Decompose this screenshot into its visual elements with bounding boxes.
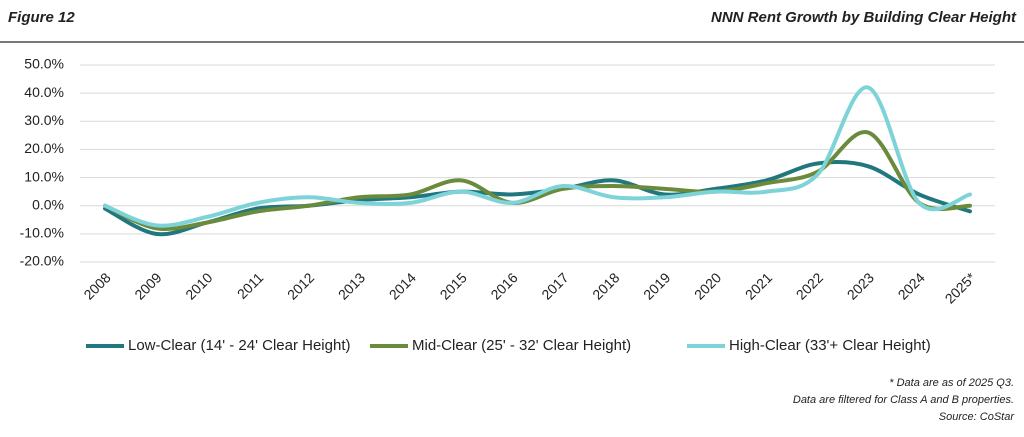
footnote: * Data are as of 2025 Q3. xyxy=(889,377,1014,389)
x-tick-label: 2019 xyxy=(640,269,673,302)
legend-label: Low-Clear (14' - 24' Clear Height) xyxy=(128,337,350,354)
x-tick-label: 2015 xyxy=(437,269,470,302)
x-tick-label: 2013 xyxy=(335,269,368,302)
x-tick-label: 2023 xyxy=(844,269,877,302)
y-tick-label: 10.0% xyxy=(24,168,64,184)
legend-label: Mid-Clear (25' - 32' Clear Height) xyxy=(412,337,631,354)
x-tick-label: 2020 xyxy=(691,269,724,302)
x-tick-label: 2014 xyxy=(386,269,419,302)
x-tick-label: 2021 xyxy=(742,269,775,302)
chart-title: NNN Rent Growth by Building Clear Height xyxy=(711,9,1017,26)
y-tick-label: 20.0% xyxy=(24,140,64,156)
x-tick-label: 2012 xyxy=(284,269,317,302)
x-tick-label: 2008 xyxy=(80,269,113,302)
series-line xyxy=(103,130,972,231)
footnote: Data are filtered for Class A and B prop… xyxy=(793,394,1014,406)
x-tick-label: 2011 xyxy=(234,269,267,302)
x-tick-label: 2016 xyxy=(487,269,520,302)
y-tick-label: -10.0% xyxy=(20,225,64,241)
x-tick-label: 2009 xyxy=(131,269,164,302)
x-tick-label: 2017 xyxy=(538,269,571,302)
x-tick-label: 2010 xyxy=(182,269,215,302)
x-tick-label: 2024 xyxy=(895,269,928,302)
y-tick-label: 50.0% xyxy=(24,56,64,72)
figure-label: Figure 12 xyxy=(8,9,75,26)
y-tick-label: 0.0% xyxy=(32,196,64,212)
legend-label: High-Clear (33'+ Clear Height) xyxy=(729,337,931,354)
series-line xyxy=(103,85,972,228)
y-tick-label: 40.0% xyxy=(24,84,64,100)
x-tick-label: 2025* xyxy=(942,269,980,307)
footnote: Source: CoStar xyxy=(939,411,1016,423)
y-tick-label: -20.0% xyxy=(20,253,64,269)
x-tick-label: 2018 xyxy=(589,269,622,302)
y-tick-label: 30.0% xyxy=(24,112,64,128)
x-tick-label: 2022 xyxy=(793,269,826,302)
